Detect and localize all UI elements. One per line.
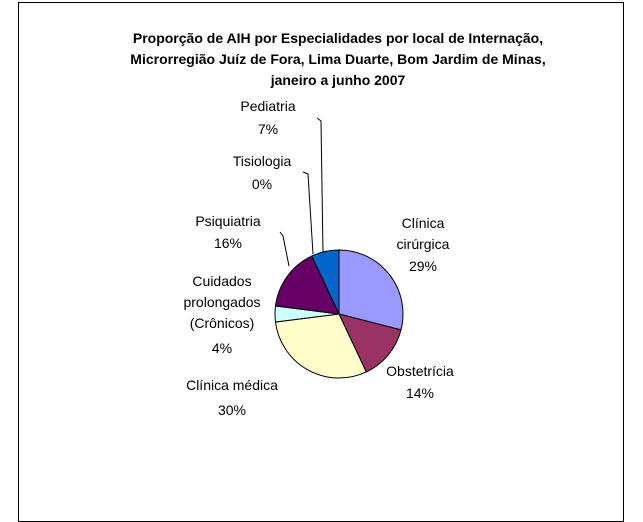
- slice-label: Clínica cirúrgica: [396, 215, 450, 252]
- slice-label: Obstetrícia: [386, 363, 454, 379]
- pie-slice: [338, 313, 402, 373]
- leader-line: [316, 117, 324, 254]
- leader-lines: [279, 117, 324, 267]
- slice-label: Tisiologia: [232, 153, 292, 169]
- slice-label: Cuidados prolongados (Crônicos): [183, 273, 261, 331]
- slice-value-label: 14%: [405, 385, 435, 401]
- leader-line: [279, 231, 290, 267]
- pie-slice: [338, 249, 404, 331]
- slice-label: Pediatria: [240, 98, 296, 114]
- slice-value-label: 29%: [408, 258, 438, 274]
- slice-value-label: 4%: [211, 340, 233, 356]
- slice-value-label: 0%: [251, 176, 273, 192]
- slice-value-label: 30%: [217, 402, 247, 418]
- leader-line: [302, 171, 314, 255]
- slice-label: Psiquiatria: [195, 213, 261, 229]
- pie-slice: [274, 255, 340, 315]
- pie-slice: [311, 249, 340, 315]
- slice-value-label: 7%: [257, 121, 279, 137]
- slice-label: Clínica médica: [186, 377, 278, 393]
- slice-value-label: 16%: [213, 235, 243, 251]
- pie-slice: [274, 313, 367, 379]
- chart-title: Proporção de AIH por Especialidades por …: [130, 30, 546, 88]
